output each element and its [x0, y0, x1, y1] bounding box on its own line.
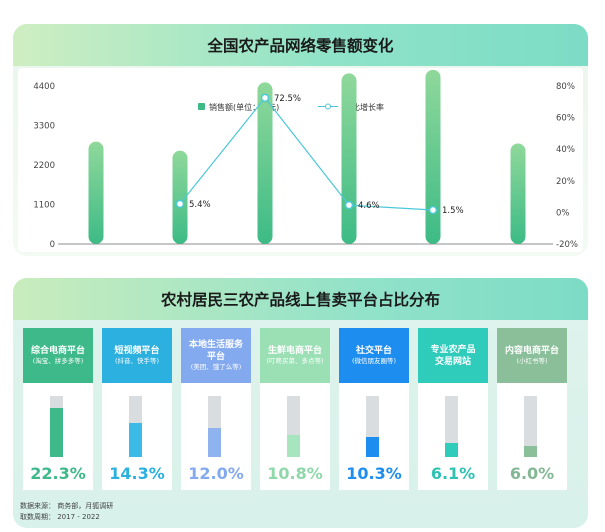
data-source: 数据来源： 商务部，月狐调研: [20, 502, 114, 510]
platform-card: 短视频平台 (抖音、快手等) 14.3%: [102, 328, 172, 490]
platform-name: 短视频平台: [114, 346, 160, 356]
platform-card-header: 生鲜电商平台 (叮咚买菜、多点等): [260, 328, 330, 383]
share-gauge: [129, 396, 142, 457]
share-gauge: [524, 396, 537, 457]
legend-line-label: 同比增长率: [344, 102, 384, 112]
growth-label: 5.4%: [189, 200, 211, 210]
growth-point: [260, 93, 270, 103]
platform-card-header: 内容电商平台 (小红书等): [497, 328, 567, 383]
platform-share-title: 农村居民三农产品线上售卖平台占比分布: [13, 278, 588, 320]
growth-point: [344, 200, 354, 210]
share-gauge: [366, 396, 379, 457]
share-gauge-fill: [287, 435, 300, 457]
share-gauge-fill: [445, 442, 458, 457]
share-gauge: [50, 396, 63, 457]
left-axis-tick: 4400: [33, 82, 55, 92]
growth-line: [179, 96, 434, 211]
right-axis-tick: 80%: [556, 82, 575, 92]
bar: [257, 82, 273, 244]
share-value: 10.3%: [346, 464, 402, 483]
sales-chart: 销售额(单位：亿元) 同比增长率 0 1100 2200 3300 4400 -20% 0% 20…: [33, 69, 578, 250]
platform-name: 内容电商平台: [504, 346, 559, 356]
platform-share-panel: 农村居民三农产品线上售卖平台占比分布 综合电商平台 (淘宝、拼多多等) 22.3% 短…: [13, 278, 588, 528]
right-axis-tick: 20%: [556, 177, 575, 187]
legend-bar-swatch: [198, 103, 205, 110]
platform-card: 综合电商平台 (淘宝、拼多多等) 22.3%: [23, 328, 93, 490]
platform-name: 平台: [206, 352, 225, 362]
right-axis-tick: 40%: [556, 145, 575, 155]
platform-card: 社交平台 (微信朋友圈等) 10.3%: [339, 328, 409, 490]
bar: [510, 143, 526, 244]
platform-card: 本地生活服务 平台 (美团、饿了么等) 12.0%: [181, 328, 251, 490]
share-value: 10.8%: [267, 464, 323, 483]
platform-examples: (叮咚买菜、多点等): [266, 357, 324, 365]
platform-name: 本地生活服务: [188, 340, 243, 350]
platform-name: 社交平台: [355, 346, 392, 356]
left-axis-tick: 2200: [33, 161, 55, 171]
platform-name: 交易网站: [434, 356, 471, 367]
platform-name: 生鲜电商平台: [267, 346, 322, 356]
growth-label: 72.5%: [274, 94, 301, 104]
share-value: 6.0%: [509, 464, 555, 483]
platform-card-header: 本地生活服务 平台 (美团、饿了么等): [181, 328, 251, 383]
platform-name: 专业农产品: [430, 344, 476, 355]
growth-label: 4.6%: [358, 201, 380, 211]
share-gauge-fill: [50, 408, 63, 457]
platform-card-header: 社交平台 (微信朋友圈等): [339, 328, 409, 383]
right-axis-tick: 0%: [556, 208, 570, 218]
share-value: 12.0%: [188, 464, 244, 483]
share-gauge: [287, 396, 300, 457]
bar: [88, 141, 104, 244]
sales-chart-body: 销售额(单位：亿元) 同比增长率 0 1100 2200 3300 4400 -20% 0% 20…: [18, 68, 583, 252]
platform-examples: (小红书等): [516, 357, 548, 365]
legend-bar-label: 销售额(单位：亿元): [209, 102, 279, 112]
left-axis-tick: 3300: [33, 122, 55, 132]
left-axis-tick: 0: [50, 240, 55, 250]
right-axis-tick: -20%: [556, 240, 578, 250]
growth-label: 1.5%: [442, 206, 464, 216]
share-gauge: [208, 396, 221, 457]
platform-card-header: 综合电商平台 (淘宝、拼多多等): [23, 328, 93, 383]
sales-chart-panel: 全国农产品网络零售额变化 销售额(单位：亿元) 同比增长率 0 1100 2200 330…: [13, 24, 588, 256]
bar: [341, 73, 357, 244]
share-value: 22.3%: [30, 464, 86, 483]
platform-card-header: 短视频平台 (抖音、快手等): [102, 328, 172, 383]
platform-examples: (微信朋友圈等): [351, 357, 397, 365]
share-gauge-fill: [208, 428, 221, 457]
platform-examples: (美团、饿了么等): [190, 363, 242, 371]
share-gauge-fill: [366, 436, 379, 457]
share-gauge-fill: [129, 422, 142, 457]
platform-card-header: 专业农产品 交易网站: [418, 328, 488, 383]
growth-point: [175, 199, 185, 209]
platform-examples: (抖音、快手等): [114, 357, 160, 365]
platform-card: 内容电商平台 (小红书等) 6.0%: [497, 328, 567, 490]
platform-card: 专业农产品 交易网站 6.1%: [418, 328, 488, 490]
legend-line-marker: [325, 103, 331, 110]
share-value: 14.3%: [109, 464, 165, 483]
share-value: 6.1%: [430, 464, 476, 483]
platform-name: 综合电商平台: [30, 346, 85, 356]
platform-card: 生鲜电商平台 (叮咚买菜、多点等) 10.8%: [260, 328, 330, 490]
left-axis-tick: 1100: [33, 201, 55, 211]
bar: [172, 150, 188, 244]
right-axis-tick: 60%: [556, 114, 575, 124]
sales-chart-title: 全国农产品网络零售额变化: [13, 24, 588, 66]
share-gauge-fill: [524, 446, 537, 457]
platform-examples: (淘宝、拼多多等): [32, 357, 84, 365]
data-period: 取数周期： 2017 - 2022: [20, 513, 100, 521]
share-gauge: [445, 396, 458, 457]
growth-point: [428, 205, 438, 215]
bar: [425, 69, 441, 244]
